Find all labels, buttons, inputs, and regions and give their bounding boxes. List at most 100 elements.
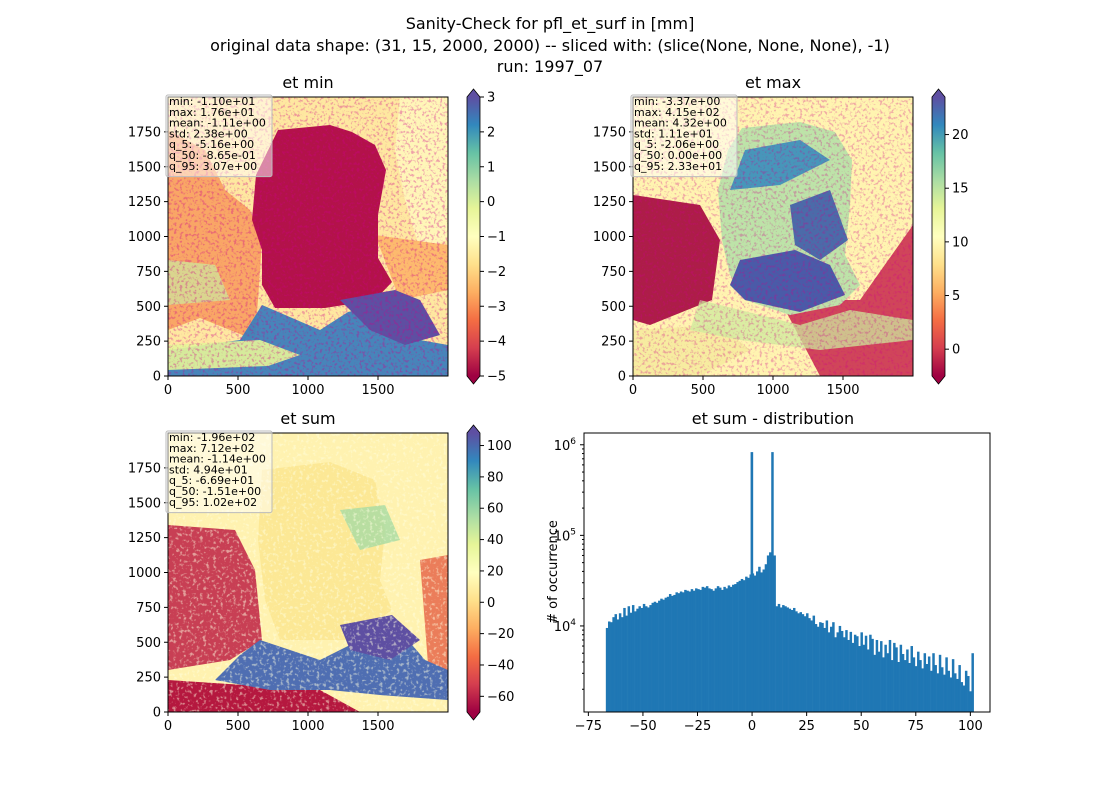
y-tick-label: 750: [136, 265, 161, 280]
histogram-bar: [943, 674, 946, 712]
x-axis: 0 500 1000 1500: [164, 712, 395, 734]
histogram-bar: [638, 606, 641, 712]
y-axis-label: # of occurrence: [546, 520, 561, 624]
y-tick-label: 500: [136, 300, 161, 315]
colorbar-outline: [466, 424, 481, 721]
stats-line: q_50: -8.65e-01: [169, 149, 256, 162]
colorbar-tick-label: 3: [487, 91, 495, 106]
stats-line: mean: -1.14e+00: [169, 453, 266, 466]
histogram-bar: [808, 618, 811, 712]
colorbar-tick-label: 80: [487, 470, 504, 485]
y-tick-label: 750: [601, 265, 626, 280]
histogram-bar: [797, 613, 800, 712]
x-tick-label: 1500: [361, 719, 394, 734]
panel-title: et sum - distribution: [692, 409, 854, 428]
colorbar: −60 −40 −20 0 20 40 60 80 100: [466, 424, 514, 721]
stats-line: min: -1.96e+02: [169, 431, 255, 444]
histogram-bar: [675, 592, 678, 712]
histogram-peak-bar: [750, 452, 754, 712]
histogram-bar: [954, 673, 957, 712]
stats-line: q_5: -2.06e+00: [634, 138, 719, 151]
histogram-bar: [640, 607, 644, 712]
colorbar-tick-label: 2: [487, 125, 495, 140]
panel-et-sum: et sum 0 500 1000 1500 02505007501000125015…: [128, 409, 515, 734]
stats-line: std: 1.11e+01: [634, 127, 713, 140]
y-tick-label: 1000: [128, 566, 161, 581]
y-tick-label: 1000: [128, 230, 161, 245]
histogram-bar: [760, 572, 763, 712]
histogram-bar: [849, 631, 853, 712]
histogram-bar: [769, 552, 772, 712]
histogram-bar: [806, 613, 809, 712]
histogram-bar: [686, 590, 689, 712]
histogram-bar: [903, 660, 907, 712]
y-tick-label: 250: [136, 671, 161, 686]
panel-histogram: et sum - distribution −75 −50 −25 0 25 50 75 10…: [546, 409, 991, 734]
figure-title: Sanity-Check for pfl_et_surf in [mm] ori…: [210, 14, 890, 77]
x-tick-label: 500: [226, 719, 251, 734]
title-line-3: run: 1997_07: [497, 57, 603, 77]
y-tick-label: 750: [136, 601, 161, 616]
x-tick-label: 0: [748, 719, 756, 734]
histogram-bar: [651, 602, 655, 712]
colorbar-tick-label: 1: [487, 160, 495, 175]
histogram-bar: [668, 594, 672, 712]
panel-et-min: et min 0 500 1000 1500 0 250 500 750 1000 1250 15…: [128, 73, 506, 398]
histogram-bar: [908, 662, 911, 712]
y-tick-label: 1250: [593, 195, 626, 210]
x-tick-label: 500: [226, 383, 251, 398]
histogram-bar: [886, 653, 890, 712]
histogram-bar: [771, 452, 774, 712]
histogram-bar: [914, 666, 918, 712]
histogram-bar: [956, 678, 959, 712]
histogram-bar: [629, 612, 633, 712]
histogram-bar: [655, 602, 659, 712]
x-tick-label: 1000: [291, 383, 324, 398]
histogram-bar: [827, 632, 831, 712]
histogram-bar: [736, 582, 739, 712]
histogram-bar: [875, 639, 879, 712]
colorbar-tick-label: −5: [487, 370, 506, 385]
histogram-bar: [919, 660, 922, 712]
y-axis: 0 250 500 750 1000 1250 1500 1750: [128, 461, 168, 721]
histogram-bar: [899, 644, 903, 712]
histogram-bar: [969, 691, 972, 712]
stats-line: q_95: 1.02e+02: [169, 496, 257, 509]
histogram-bar: [777, 603, 781, 712]
x-tick-label: 1500: [361, 383, 394, 398]
histogram-bars: [605, 452, 974, 712]
stats-line: std: 4.94e+01: [169, 463, 248, 476]
histogram-bar: [932, 653, 935, 712]
histogram-bar: [803, 616, 807, 712]
x-tick-label: 0: [164, 383, 172, 398]
colorbar-tick-label: 100: [487, 439, 512, 454]
y-tick-label: 0: [153, 370, 161, 385]
y-tick-label: 0: [153, 706, 161, 721]
histogram-bar: [930, 670, 933, 712]
histogram-bar: [647, 607, 650, 712]
histogram-bar: [766, 555, 770, 712]
histogram-bar: [723, 586, 726, 712]
x-tick-label: 50: [853, 719, 870, 734]
histogram-bar: [725, 588, 729, 712]
histogram-bar: [614, 614, 618, 712]
y-axis: 0 250 500 750 1000 1250 1500 1750: [128, 125, 168, 385]
colorbar-tick-label: 5: [952, 289, 960, 304]
histogram-bar: [884, 644, 887, 712]
histogram-bar: [779, 607, 783, 712]
histogram-bar: [616, 619, 620, 712]
histogram-bar: [862, 644, 866, 712]
x-axis: −75 −50 −25 0 25 50 75 100: [575, 712, 983, 734]
histogram-bar: [695, 588, 698, 712]
stats-line: mean: -1.11e+00: [169, 117, 266, 130]
y-tick-label: 250: [601, 335, 626, 350]
histogram-bar: [851, 642, 855, 712]
histogram-bar: [701, 586, 705, 712]
histogram-bar: [936, 673, 940, 712]
colorbar-tick-label: −2: [487, 265, 506, 280]
histogram-bar: [890, 660, 894, 712]
histogram-bar: [618, 613, 622, 712]
histogram-bar: [792, 607, 796, 712]
histogram-bar: [649, 605, 652, 712]
